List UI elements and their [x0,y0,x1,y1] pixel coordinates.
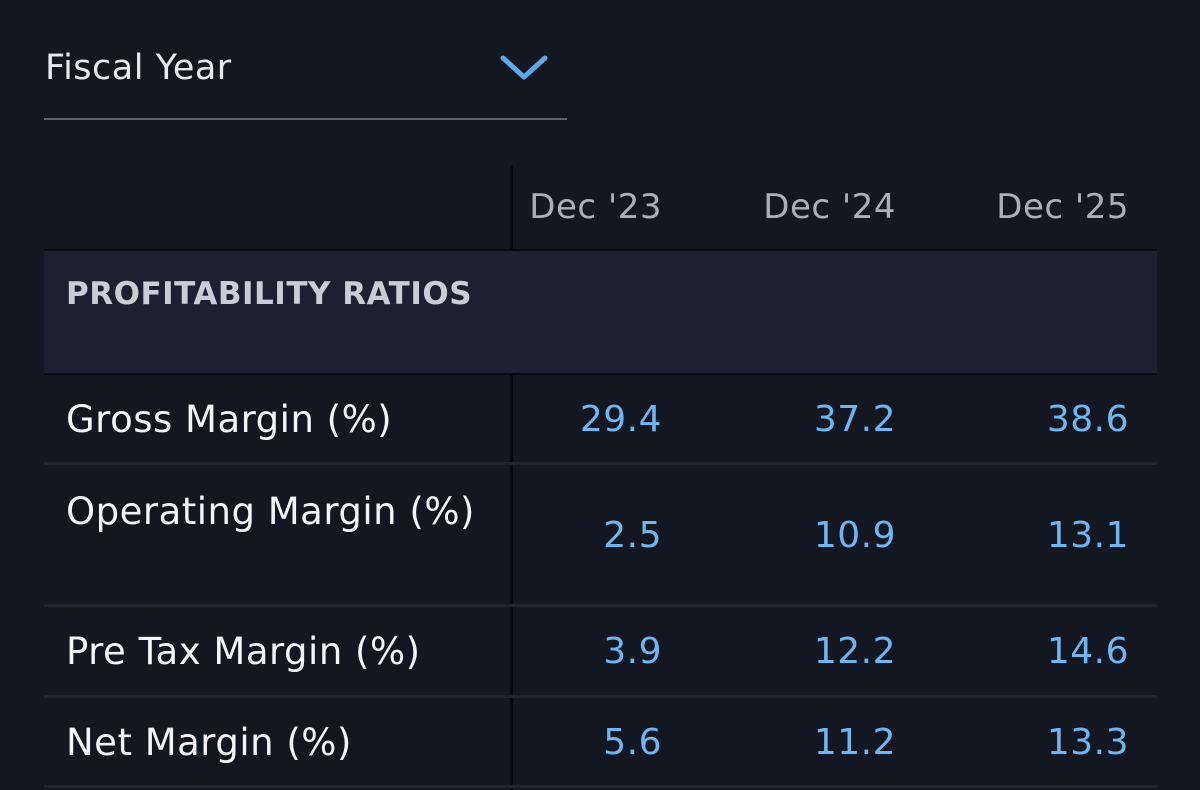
row-value: 2.5 [603,515,662,556]
section-title: PROFITABILITY RATIOS [66,276,473,312]
row-value: 3.9 [603,631,662,672]
table-header-row: Dec '23 Dec '24 Dec '25 [44,165,1157,249]
row-label: Gross Margin (%) [66,398,393,441]
row-value: 10.9 [813,515,896,556]
row-value: 14.6 [1046,631,1129,672]
row-label: Operating Margin (%) [66,490,475,533]
chevron-down-icon[interactable] [499,52,549,82]
fiscal-period-dropdown[interactable]: Fiscal Year [44,28,567,120]
row-value: 13.1 [1046,515,1129,556]
ratios-table: Dec '23 Dec '24 Dec '25 PROFITABILITY RA… [44,165,1157,790]
row-value: 12.2 [813,631,896,672]
row-value: 11.2 [813,722,896,763]
row-value: 5.6 [603,722,662,763]
column-header: Dec '25 [996,187,1129,227]
dropdown-selected-label: Fiscal Year [45,48,232,88]
section-header-row: PROFITABILITY RATIOS [44,249,1157,375]
row-value: 38.6 [1046,399,1129,440]
table-row: Operating Margin (%) 2.5 10.9 13.1 [44,465,1157,607]
table-row: Pre Tax Margin (%) 3.9 12.2 14.6 [44,607,1157,698]
table-row: Gross Margin (%) 29.4 37.2 38.6 [44,375,1157,465]
row-value: 13.3 [1046,722,1129,763]
table-row: Net Margin (%) 5.6 11.2 13.3 [44,698,1157,788]
row-label: Pre Tax Margin (%) [66,630,421,673]
column-divider [510,165,513,790]
row-value: 37.2 [813,399,896,440]
column-header: Dec '23 [529,187,662,227]
row-label: Net Margin (%) [66,721,352,764]
row-value: 29.4 [579,399,662,440]
column-header: Dec '24 [763,187,896,227]
